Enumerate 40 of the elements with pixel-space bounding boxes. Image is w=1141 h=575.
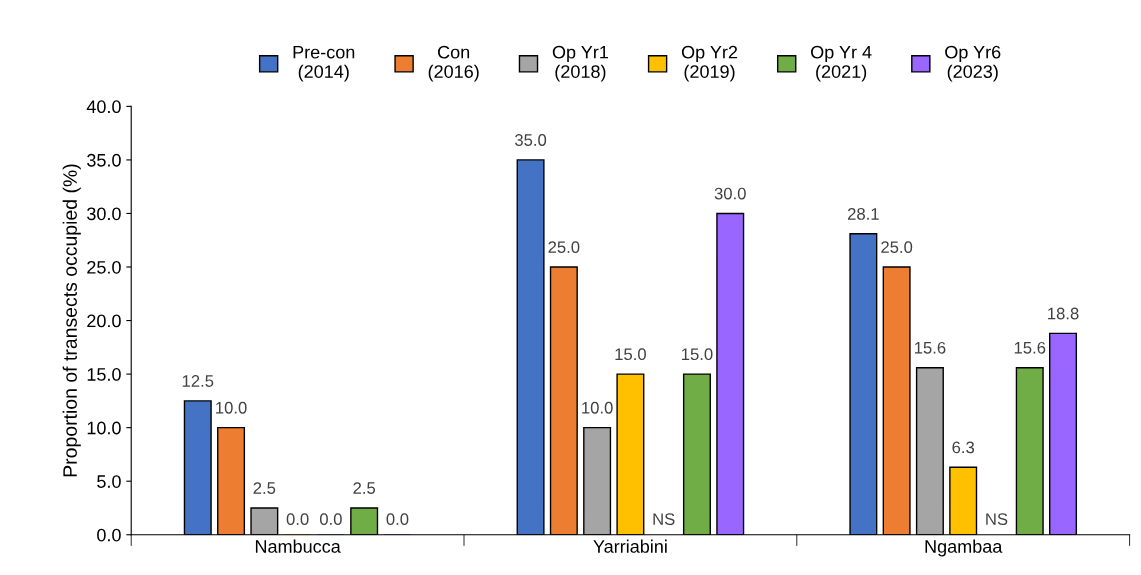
data-label: 2.5	[253, 482, 276, 494]
y-axis-title: Proportion of transects occupied (%)	[62, 164, 81, 477]
y-tick-label: 30.0	[87, 207, 121, 221]
data-label: 28.1	[847, 208, 879, 220]
data-label: 10.0	[216, 401, 247, 414]
data-label: 15.6	[1014, 341, 1046, 354]
y-tick-label: 0.0	[97, 528, 121, 542]
y-tick-label: 40.0	[86, 100, 121, 114]
data-label: 35.0	[514, 134, 547, 146]
data-label: 30.0	[714, 187, 746, 200]
data-label: 0.0	[386, 513, 409, 526]
data-label: 15.0	[682, 348, 713, 361]
text: NS	[986, 513, 1008, 526]
data-label: 15.6	[914, 341, 946, 354]
data-label: 10.0	[582, 401, 613, 414]
y-tick-label: 15.0	[87, 368, 121, 381]
data-label: 25.0	[881, 241, 913, 254]
data-label: 15.0	[615, 348, 646, 361]
y-tick-label: 10.0	[87, 421, 121, 435]
y-tick-label: 20.0	[87, 314, 121, 328]
legend-label: Op Yr 4 (2021)	[811, 45, 872, 82]
legend-label: Pre-con (2014)	[293, 45, 355, 82]
data-label: 2.5	[353, 482, 376, 494]
x-tick-label: Ngambaa	[925, 539, 1003, 557]
legend-label: Op Yr2 (2019)	[681, 45, 738, 82]
legend-label: Con (2016)	[428, 45, 479, 82]
data-label: 18.8	[1048, 307, 1079, 320]
y-tick-label: 25.0	[87, 260, 121, 274]
x-tick-label: Yarriabini	[593, 539, 667, 553]
x-tick-label: Nambucca	[255, 539, 341, 553]
data-label: 0.0	[286, 513, 309, 526]
legend-label: Op Yr6 (2023)	[945, 45, 1001, 82]
legend-label: Op Yr1 (2018)	[552, 45, 608, 82]
data-label: 12.5	[182, 375, 214, 387]
y-tick-label: 5.0	[97, 475, 121, 488]
data-label: 6.3	[952, 441, 975, 454]
data-label: 0.0	[319, 513, 342, 526]
y-tick-label: 35.0	[87, 153, 121, 167]
data-label: 25.0	[548, 241, 580, 254]
text: NS	[653, 513, 675, 526]
